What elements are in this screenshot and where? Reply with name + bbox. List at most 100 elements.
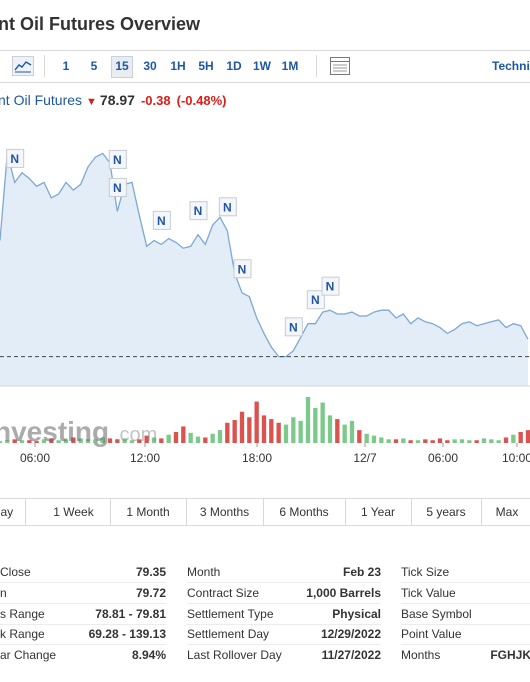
volume-bar <box>217 430 223 443</box>
interval-1h-button[interactable]: 1H <box>170 59 186 73</box>
volume-bar <box>34 441 39 443</box>
info-value: 79.35 <box>135 565 166 579</box>
interval-30-button[interactable]: 30 <box>143 59 157 73</box>
row-divider <box>187 582 381 583</box>
volume-bar <box>93 439 98 443</box>
info-label: Tick Size <box>401 565 450 579</box>
toolbar-divider <box>44 55 45 77</box>
volume-bar <box>247 417 252 443</box>
info-row: Settlement Day 12/29/2022 <box>187 624 381 644</box>
range-6-months-button[interactable]: 6 Months <box>263 499 346 525</box>
info-label: Base Symbol <box>401 606 472 621</box>
range-3-months-button[interactable]: 3 Months <box>186 499 264 525</box>
news-marker-label: N <box>157 214 166 228</box>
volume-bar <box>276 422 281 443</box>
info-row: ar Change 8.94% <box>0 645 166 665</box>
volume-bar <box>129 440 135 443</box>
row-divider <box>401 602 530 604</box>
info-row: Contract Size 1,000 Barrels <box>187 583 381 603</box>
interval-15-button[interactable]: 15 <box>111 56 133 78</box>
volume-bar <box>115 439 120 443</box>
volume-bar <box>5 440 10 443</box>
news-marker <box>284 317 303 337</box>
x-tick-label: 12/7 <box>353 451 377 465</box>
volume-bar <box>291 417 296 443</box>
volume-bar <box>107 438 113 443</box>
news-marker <box>233 259 252 279</box>
price-change-percent: (-0.48%) <box>176 93 227 108</box>
volume-bar <box>12 439 17 443</box>
news-marker-label: N <box>194 204 203 218</box>
volume-bar <box>181 426 186 443</box>
info-value: 1,000 Barrels <box>306 585 381 600</box>
news-marker-label: N <box>311 293 320 307</box>
volume-bar <box>313 408 318 443</box>
info-label: Last Rollover Day <box>187 648 282 663</box>
info-value: Physical <box>332 606 381 621</box>
interval-1-button[interactable]: 1 <box>62 59 70 73</box>
info-value: FGHJK <box>490 648 530 663</box>
volume-bar <box>41 439 47 443</box>
volume-bar <box>481 438 487 443</box>
info-row: Point Value <box>401 624 530 644</box>
volume-bar <box>349 420 355 443</box>
chart-type-icon[interactable] <box>12 56 34 76</box>
info-row: s Range 78.81 - 79.81 <box>0 604 166 624</box>
info-value: 8.94% <box>131 648 166 663</box>
info-value: 11/27/2022 <box>321 648 381 663</box>
volume-bar <box>298 420 303 443</box>
info-row: Settlement Type Physical <box>187 604 381 624</box>
volume-bar <box>437 438 443 443</box>
row-divider <box>0 623 166 625</box>
info-value: 69.28 - 139.13 <box>88 627 166 642</box>
watermark-logo-suffix: .com <box>114 424 157 446</box>
range-1-year-button[interactable]: 1 Year <box>345 499 412 525</box>
news-marker-label: N <box>289 320 298 334</box>
volume-bar <box>415 440 421 443</box>
chart-toolbar: 1 5 15 30 1H 5H 1D 1W 1M Techni <box>0 50 530 83</box>
info-value: 78.81 - 79.81 <box>95 606 166 621</box>
instrument-name[interactable]: nt Oil Futures <box>0 92 83 108</box>
last-price: 78.97 <box>99 92 135 108</box>
table-view-icon[interactable] <box>329 56 351 76</box>
interval-1m-button[interactable]: 1M <box>281 59 299 73</box>
range-day-button[interactable]: Day <box>0 499 26 525</box>
interval-1w-button[interactable]: 1W <box>253 59 271 73</box>
info-row: k Range 69.28 - 139.13 <box>0 624 166 644</box>
volume-bar <box>137 439 142 443</box>
technical-chart-link[interactable]: Techni <box>492 59 530 73</box>
down-arrow-icon: ▼ <box>86 96 97 108</box>
range-max-button[interactable]: Max <box>481 499 530 525</box>
volume-bar <box>203 437 208 443</box>
info-label: n <box>0 585 7 600</box>
interval-1d-button[interactable]: 1D <box>226 59 242 73</box>
interval-5h-button[interactable]: 5H <box>198 59 214 73</box>
interval-5-button[interactable]: 5 <box>90 59 98 73</box>
news-marker <box>108 149 127 169</box>
range-1-month-button[interactable]: 1 Month <box>110 499 187 525</box>
volume-bar <box>100 437 105 443</box>
news-marker <box>189 201 208 221</box>
volume-bar <box>159 438 164 443</box>
range-1-week-button[interactable]: 1 Week <box>37 499 111 525</box>
news-marker <box>6 148 25 168</box>
volume-bar <box>525 430 530 443</box>
volume-bar <box>518 431 523 443</box>
volume-bar <box>210 433 215 443</box>
info-label: ar Change <box>0 648 57 663</box>
info-label: Tick Value <box>401 585 456 600</box>
news-marker-label: N <box>238 262 247 276</box>
info-row: Close 79.35 <box>0 562 166 582</box>
news-marker-label: N <box>223 200 232 214</box>
volume-bar <box>239 411 245 443</box>
x-tick-label: 06:00 <box>428 451 458 465</box>
x-tick-label: 12:00 <box>130 451 160 465</box>
quote-bar: nt Oil Futures ▼ 78.97 -0.38 (-0.48%) <box>0 92 226 108</box>
range-5-years-button[interactable]: 5 years <box>411 499 482 525</box>
volume-bar <box>63 439 69 443</box>
row-divider <box>187 623 381 625</box>
volume-bar <box>151 437 157 443</box>
info-label: Months <box>401 648 441 663</box>
